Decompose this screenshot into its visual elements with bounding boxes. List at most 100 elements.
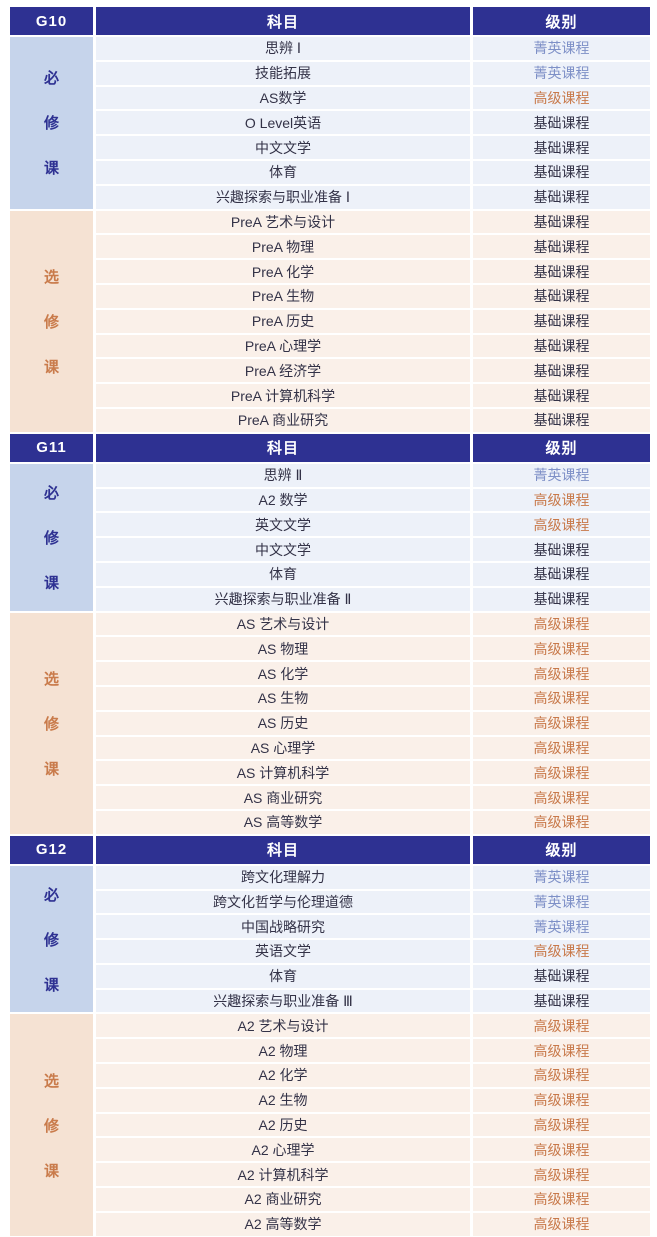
- subject-cell: 思辨 Ⅰ: [96, 37, 470, 60]
- category-char: 选: [43, 670, 59, 688]
- elective-band: 选修课 AS 艺术与设计 高级课程 AS 物理 高级课程 AS 化学 高级课程 AS 生物 高级…: [10, 612, 650, 834]
- category-cell-elective: 选修课: [10, 210, 93, 432]
- grade-section-g11: G11 科目 级别必修课思辨 Ⅱ 菁英课程 A2 数学 高级课程 英文文学 高级课程 中文文学基…: [10, 433, 650, 834]
- category-cell-elective: 选修课: [10, 612, 93, 834]
- level-cell: 高级课程: [473, 810, 650, 834]
- level-cell: 基础课程: [473, 587, 650, 611]
- category-char: 修: [43, 715, 59, 733]
- level-cell: 高级课程: [473, 637, 650, 661]
- subject-cell: A2 数学: [96, 488, 470, 512]
- subject-cell: PreA 物理: [96, 235, 470, 259]
- required-band: 必修课思辨 Ⅰ 菁英课程 技能拓展 菁英课程 AS数学 高级课程 O Level英语 基础课程…: [10, 37, 650, 209]
- subject-cell: 中文文学: [96, 136, 470, 159]
- level-cell: 高级课程: [473, 786, 650, 809]
- level-cell: 菁英课程: [473, 37, 650, 60]
- subject-cell: PreA 经济学: [96, 359, 470, 383]
- level-cell: 菁英课程: [473, 61, 650, 85]
- section-header: G12 科目 级别: [10, 835, 650, 864]
- level-cell: 菁英课程: [473, 890, 650, 914]
- subject-cell: 体育: [96, 562, 470, 586]
- category-cell-required: 必修课: [10, 463, 93, 611]
- subject-cell: PreA 商业研究: [96, 408, 470, 432]
- level-cell: 高级课程: [473, 1188, 650, 1211]
- level-cell: 高级课程: [473, 1163, 650, 1187]
- level-cell: 高级课程: [473, 1064, 650, 1087]
- category-char: 修: [43, 313, 59, 331]
- level-cell: 基础课程: [473, 284, 650, 308]
- level-cell: 高级课程: [473, 1212, 650, 1236]
- level-cell: 高级课程: [473, 1014, 650, 1038]
- level-cell: 高级课程: [473, 761, 650, 785]
- level-cell: 菁英课程: [473, 463, 650, 487]
- subject-cell: 中国战略研究: [96, 915, 470, 939]
- category-char: 课: [43, 760, 59, 778]
- subject-cell: 体育: [96, 160, 470, 184]
- level-cell: 菁英课程: [473, 915, 650, 939]
- header-subject-column: 科目: [96, 835, 470, 864]
- category-char: 课: [43, 160, 59, 178]
- level-cell: 基础课程: [473, 964, 650, 988]
- subject-cell: 英语文学: [96, 940, 470, 963]
- level-cell: 高级课程: [473, 86, 650, 110]
- subject-cell: A2 艺术与设计: [96, 1014, 470, 1038]
- category-char: 课: [43, 574, 59, 592]
- level-cell: 高级课程: [473, 1039, 650, 1063]
- category-char: 修: [43, 529, 59, 547]
- level-cell: 高级课程: [473, 711, 650, 735]
- category-char: 修: [43, 931, 59, 949]
- level-cell: 高级课程: [473, 513, 650, 537]
- elective-band: 选修课 PreA 艺术与设计 基础课程 PreA 物理 基础课程 PreA 化学 基础课程 P…: [10, 210, 650, 432]
- subject-cell: AS 商业研究: [96, 786, 470, 809]
- category-char: 必: [43, 886, 59, 904]
- subject-cell: A2 商业研究: [96, 1188, 470, 1211]
- subject-cell: 兴趣探索与职业准备 Ⅲ: [96, 989, 470, 1013]
- subject-cell: AS 化学: [96, 662, 470, 685]
- subject-cell: 中文文学: [96, 538, 470, 561]
- level-cell: 高级课程: [473, 662, 650, 685]
- subject-cell: AS 计算机科学: [96, 761, 470, 785]
- category-char: 必: [43, 484, 59, 502]
- level-cell: 菁英课程: [473, 865, 650, 889]
- category-char: 必: [43, 70, 59, 88]
- category-char: 课: [43, 1162, 59, 1180]
- category-char: 修: [43, 115, 59, 133]
- subject-cell: 兴趣探索与职业准备 Ⅰ: [96, 185, 470, 209]
- subject-cell: AS 高等数学: [96, 810, 470, 834]
- subject-cell: 技能拓展: [96, 61, 470, 85]
- level-cell: 基础课程: [473, 235, 650, 259]
- subject-cell: A2 历史: [96, 1113, 470, 1137]
- subject-cell: PreA 历史: [96, 309, 470, 333]
- header-level-column: 级别: [473, 835, 650, 864]
- subject-cell: AS 心理学: [96, 736, 470, 760]
- header-grade-cell: G12: [10, 835, 93, 864]
- subject-cell: PreA 艺术与设计: [96, 210, 470, 234]
- header-subject-column: 科目: [96, 7, 470, 35]
- header-grade-cell: G10: [10, 7, 93, 35]
- level-cell: 高级课程: [473, 612, 650, 636]
- subject-cell: A2 高等数学: [96, 1212, 470, 1236]
- level-cell: 高级课程: [473, 686, 650, 710]
- subject-cell: 跨文化哲学与伦理道德: [96, 890, 470, 914]
- subject-cell: AS 艺术与设计: [96, 612, 470, 636]
- level-cell: 基础课程: [473, 359, 650, 383]
- category-char: 课: [43, 358, 59, 376]
- section-header: G10 科目 级别: [10, 7, 650, 35]
- required-band: 必修课思辨 Ⅱ 菁英课程 A2 数学 高级课程 英文文学 高级课程 中文文学 基础课程 体育 基础…: [10, 463, 650, 611]
- level-cell: 高级课程: [473, 1113, 650, 1137]
- subject-cell: PreA 心理学: [96, 334, 470, 358]
- level-cell: 基础课程: [473, 408, 650, 432]
- category-cell-required: 必修课: [10, 37, 93, 209]
- header-grade-cell: G11: [10, 433, 93, 462]
- level-cell: 基础课程: [473, 334, 650, 358]
- category-char: 课: [43, 976, 59, 994]
- subject-cell: 体育: [96, 964, 470, 988]
- level-cell: 基础课程: [473, 309, 650, 333]
- level-cell: 基础课程: [473, 160, 650, 184]
- header-level-column: 级别: [473, 7, 650, 35]
- subject-cell: A2 心理学: [96, 1138, 470, 1162]
- level-cell: 高级课程: [473, 736, 650, 760]
- subject-cell: 英文文学: [96, 513, 470, 537]
- level-cell: 基础课程: [473, 136, 650, 159]
- subject-cell: PreA 生物: [96, 284, 470, 308]
